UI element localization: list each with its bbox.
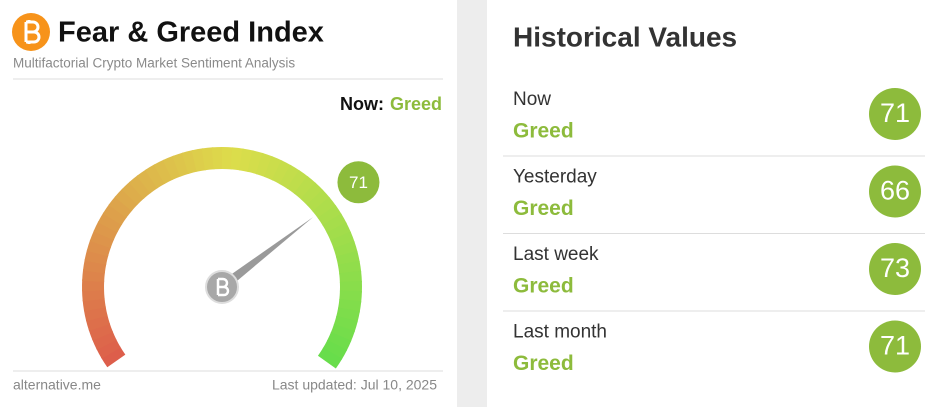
gauge-arc <box>326 222 352 242</box>
gauge-arc <box>93 221 118 241</box>
logo <box>12 13 50 51</box>
subtitle: Multifactorial Crypto Market Sentiment A… <box>13 56 295 71</box>
gauge-arc <box>336 307 360 323</box>
row-classification: Greed <box>513 352 574 375</box>
gauge-arc <box>101 346 126 368</box>
row-value: 71 <box>880 98 910 128</box>
gauge-arc <box>86 239 111 257</box>
row-classification: Greed <box>513 197 574 220</box>
gauge-arc <box>82 259 107 274</box>
gauge-arc <box>293 175 317 200</box>
panel-gap <box>457 0 487 407</box>
hub-icon <box>216 277 230 297</box>
gauge-arc <box>82 289 105 302</box>
gauge-arc <box>153 159 174 185</box>
row-label: Yesterday <box>513 167 597 188</box>
gauge-arc <box>83 306 108 322</box>
value-badge <box>869 88 921 140</box>
gauge-arc <box>172 152 190 177</box>
gauge-arc <box>201 147 215 171</box>
historical-row: Last week Greed 73 <box>503 243 925 312</box>
gauge-arc <box>85 314 111 332</box>
value-badge <box>869 243 921 295</box>
value-badge <box>869 165 921 218</box>
gauge-arc <box>326 332 352 352</box>
gauge-arc <box>181 150 198 174</box>
gauge-arc <box>322 213 347 234</box>
gauge-value: 71 <box>349 173 368 192</box>
gauge-arc <box>337 298 362 313</box>
now-label: Now: <box>340 94 384 114</box>
gauge-arc <box>247 150 264 175</box>
gauge-arc <box>96 338 121 359</box>
title: Fear & Greed Index <box>58 17 324 49</box>
gauge-arc <box>92 330 117 350</box>
historical-row: Now Greed 71 <box>503 88 925 157</box>
gauge-arc <box>89 230 115 249</box>
historical-list: Now Greed 71 Yesterday Greed 66 Last week Greed… <box>503 88 925 375</box>
historical-row: Yesterday Greed 66 <box>503 165 925 234</box>
gauge-arc <box>339 290 362 303</box>
row-value: 71 <box>880 331 910 361</box>
source: alternative.me <box>13 377 101 393</box>
gauge-arc <box>330 231 355 250</box>
row-classification: Greed <box>513 275 574 298</box>
gauge-arc <box>136 169 159 194</box>
gauge-arc <box>162 155 182 181</box>
row-value: 66 <box>880 176 910 206</box>
gauge-arc <box>238 148 254 173</box>
gauge-arc <box>335 250 360 267</box>
gauge-arc <box>102 203 128 226</box>
row-label: Last month <box>513 322 607 343</box>
last-updated: Last updated: Jul 10, 2025 <box>272 377 437 393</box>
gauge-arc <box>97 212 123 233</box>
gauge-arc <box>145 164 166 189</box>
row-value: 73 <box>880 253 910 283</box>
gauge-arc <box>82 269 105 282</box>
now-classification: Greed <box>390 94 442 114</box>
gauge-arc <box>191 148 207 172</box>
gauge-arc <box>330 324 355 342</box>
gauge-arc <box>333 315 358 333</box>
value-badge <box>869 320 921 373</box>
gauge-arc <box>84 249 109 265</box>
gauge-arc <box>300 182 324 206</box>
gauge-arc <box>271 160 292 185</box>
gauge-arc <box>108 195 133 219</box>
gauge-arc <box>255 152 274 178</box>
historical-title: Historical Values <box>513 21 737 52</box>
gauge-arc <box>317 205 342 227</box>
gauge-arc <box>312 197 337 220</box>
gauge-needle <box>218 216 314 291</box>
gauge-arc <box>279 164 301 190</box>
now-status: Now: Greed <box>340 94 442 114</box>
gauge-arc <box>114 188 139 212</box>
gauge-arc <box>306 189 331 213</box>
row-label: Now <box>513 89 551 110</box>
gauge-arc <box>88 322 114 341</box>
gauge-arc <box>263 156 283 181</box>
gauge-arc <box>82 297 106 312</box>
gauge-arc <box>128 175 152 199</box>
gauge-arc <box>286 170 309 195</box>
historical-row: Last month Greed 71 <box>513 320 921 375</box>
gauge-value-badge <box>337 161 380 204</box>
row-label: Last week <box>513 244 599 265</box>
gauge-arc <box>230 147 244 171</box>
row-classification: Greed <box>513 120 574 143</box>
gauge-arc <box>339 270 362 284</box>
gauge-arc <box>322 339 348 361</box>
gauge-arc <box>317 347 343 369</box>
gauge-arc <box>121 181 145 205</box>
gauge: 71 <box>82 147 380 369</box>
gauge-arc <box>337 260 362 275</box>
gauge-arc <box>333 241 358 258</box>
